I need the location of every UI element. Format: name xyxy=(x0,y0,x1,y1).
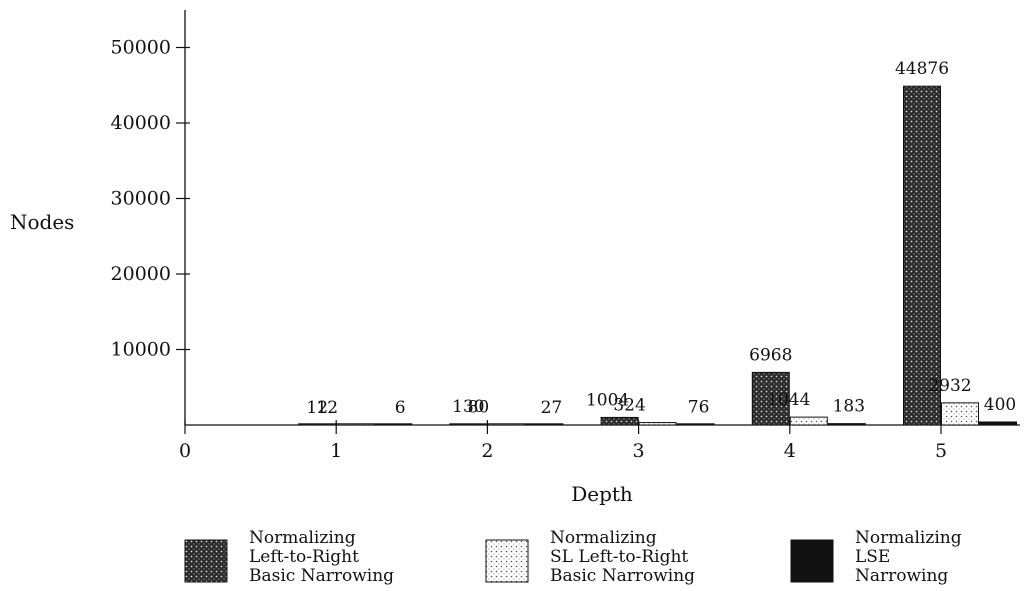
legend-label-series3: LSE xyxy=(855,547,890,567)
bar-depth1-series3 xyxy=(374,423,413,426)
bar-depth1-series2 xyxy=(336,423,375,426)
legend-label-series3: Normalizing xyxy=(855,528,962,548)
bar-depth2-series3 xyxy=(525,423,564,426)
legend-swatch-series2 xyxy=(485,539,529,583)
y-tick-label: 10000 xyxy=(111,339,171,361)
data-label-depth2-series3: 27 xyxy=(541,398,563,418)
data-label-depth3-series1: 1004 xyxy=(586,390,629,410)
y-tick-label: 30000 xyxy=(111,188,171,210)
x-tick-label: 2 xyxy=(481,440,493,462)
legend-label-series2: SL Left-to-Right xyxy=(550,547,688,567)
x-tick-label: 5 xyxy=(935,440,947,462)
data-label-depth4-series2: 1044 xyxy=(767,390,810,410)
data-label-depth3-series2: 324 xyxy=(613,396,645,416)
y-tick-label: 20000 xyxy=(111,263,171,285)
legend-label-series2: Basic Narrowing xyxy=(550,566,695,586)
data-label-depth5-series1: 44876 xyxy=(895,59,949,79)
bar-depth5-series3 xyxy=(979,421,1017,426)
legend-swatch-series3 xyxy=(790,539,834,583)
legend-label-series1: Left-to-Right xyxy=(249,547,359,567)
data-label-depth1-series2: 12 xyxy=(316,398,338,418)
data-label-depth2-series1: 130 xyxy=(452,397,484,417)
bar-depth4-series1 xyxy=(751,371,790,426)
data-label-depth4-series1: 6968 xyxy=(749,345,792,365)
bar-depth2-series1 xyxy=(449,423,488,426)
bar-depth2-series2 xyxy=(487,423,526,426)
legend-label-series3: Narrowing xyxy=(855,566,948,586)
y-axis-title: Nodes xyxy=(10,210,74,234)
data-label-depth5-series2: 2932 xyxy=(928,376,971,396)
axes: 0 1 2 3 4 51000020000300004000050000NodesDept… xyxy=(10,10,1020,506)
data-label-depth5-series3: 400 xyxy=(984,395,1016,415)
x-tick-label: 0 xyxy=(179,440,191,462)
x-tick-label: 1 xyxy=(330,440,342,462)
legend-swatch-series1 xyxy=(184,539,228,583)
legend-label-series1: Basic Narrowing xyxy=(249,566,394,586)
x-tick-label: 3 xyxy=(633,440,645,462)
data-label-depth2-series2: 80 xyxy=(468,397,490,417)
bar-depth5-series1 xyxy=(903,85,941,426)
legend-label-series2: Normalizing xyxy=(550,528,657,548)
y-tick-label: 50000 xyxy=(111,37,171,59)
bar-depth4-series3 xyxy=(827,423,866,426)
bar-depth4-series2 xyxy=(789,416,828,426)
legend-label-series1: Normalizing xyxy=(249,528,356,548)
bars xyxy=(298,85,1017,426)
bar-depth3-series1 xyxy=(600,416,639,426)
data-label-depth4-series3: 183 xyxy=(833,397,865,417)
data-label-depth3-series3: 76 xyxy=(688,397,710,417)
x-axis-title: Depth xyxy=(571,482,633,506)
y-tick-label: 40000 xyxy=(111,112,171,134)
x-tick-label: 4 xyxy=(784,440,796,462)
data-label-depth1-series1: 12 xyxy=(306,398,328,418)
bar-depth5-series2 xyxy=(941,402,979,426)
bar-depth1-series1 xyxy=(298,423,337,426)
data-label-depth1-series3: 6 xyxy=(395,398,406,418)
bar-depth3-series3 xyxy=(676,423,715,426)
bar-depth3-series2 xyxy=(638,422,677,426)
